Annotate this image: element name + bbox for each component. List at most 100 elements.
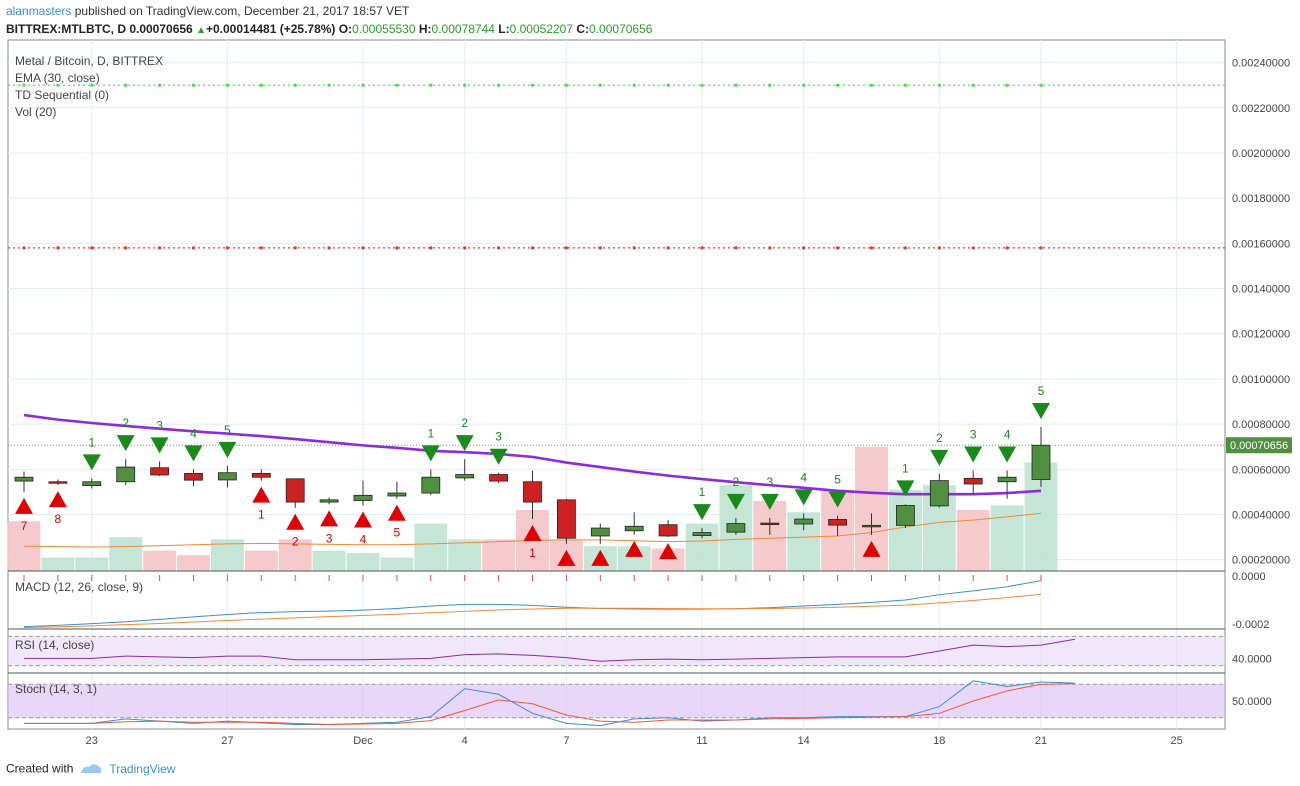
up-arrow-icon: ▲ bbox=[196, 25, 206, 36]
td-buy-triangle bbox=[15, 497, 33, 514]
level-dot bbox=[90, 83, 94, 87]
y-tick-label: 0.00240000 bbox=[1232, 58, 1290, 70]
volume-bar bbox=[346, 552, 380, 571]
tradingview-logo-icon bbox=[79, 761, 103, 778]
level-dot bbox=[564, 246, 569, 250]
td-sell-count: 2 bbox=[461, 416, 468, 430]
td-sell-triangle bbox=[828, 491, 847, 508]
level-dot bbox=[158, 246, 162, 250]
level-dot bbox=[497, 83, 501, 87]
published-text: published on TradingView.com, December 2… bbox=[74, 4, 410, 18]
td-sell-count: 5 bbox=[1038, 384, 1045, 398]
x-tick-label: 7 bbox=[563, 735, 569, 747]
indicator-legend: TD Sequential (0) bbox=[15, 88, 109, 102]
td-sell-triangle bbox=[726, 493, 745, 510]
level-dot bbox=[429, 83, 433, 87]
candle-down bbox=[48, 481, 68, 484]
level-dot bbox=[700, 83, 704, 87]
candle-up bbox=[455, 474, 475, 479]
volume-bar bbox=[278, 539, 312, 571]
candle-up bbox=[862, 524, 881, 528]
level-dot bbox=[497, 246, 501, 250]
candle-up bbox=[997, 476, 1017, 483]
x-tick-label: 23 bbox=[86, 735, 98, 747]
candle-up bbox=[353, 494, 373, 501]
last-price: 0.00070656 bbox=[129, 22, 193, 36]
candle-up bbox=[590, 527, 610, 537]
td-sell-count: 4 bbox=[1004, 427, 1011, 441]
td-buy-triangle bbox=[354, 511, 372, 528]
indicator-legend: EMA (30, close) bbox=[15, 71, 100, 85]
high-label: H: bbox=[418, 22, 432, 36]
level-dot bbox=[124, 246, 128, 250]
candle-up bbox=[82, 481, 102, 486]
td-sell-triangle bbox=[489, 448, 508, 465]
candle-up bbox=[387, 492, 407, 497]
author-link[interactable]: alanmasters bbox=[6, 4, 72, 18]
td-sell-count: 2 bbox=[936, 431, 943, 445]
level-dot bbox=[1005, 246, 1009, 250]
level-dot bbox=[903, 246, 908, 250]
level-dot bbox=[971, 246, 975, 250]
stoch-title: Stoch (14, 3, 1) bbox=[15, 682, 97, 696]
candle-down bbox=[251, 472, 271, 478]
tradingview-link[interactable]: TradingView bbox=[109, 761, 176, 776]
td-buy-count: 5 bbox=[394, 526, 401, 540]
level-dot bbox=[632, 246, 636, 250]
y-tick-label: 0.00160000 bbox=[1232, 238, 1290, 250]
level-dot bbox=[225, 246, 229, 250]
level-dot bbox=[1039, 83, 1043, 87]
volume-bar bbox=[143, 550, 177, 571]
ohlc-line: BITTREX:MTLBTC, D 0.00070656 ▲+0.0001448… bbox=[6, 22, 652, 36]
td-sell-triangle bbox=[150, 437, 169, 454]
level-dot bbox=[530, 83, 535, 87]
td-sell-triangle bbox=[421, 445, 440, 462]
candle-up bbox=[726, 523, 746, 533]
candle-down bbox=[828, 519, 847, 526]
candle-down bbox=[489, 474, 509, 482]
volume-bar bbox=[448, 539, 482, 571]
level-dot bbox=[395, 246, 399, 250]
candle-down bbox=[285, 478, 305, 503]
x-tick-label: 27 bbox=[221, 735, 233, 747]
candle-up bbox=[624, 525, 644, 532]
level-dot bbox=[225, 83, 229, 87]
level-dot bbox=[802, 83, 806, 87]
y-tick-label: 0.00180000 bbox=[1232, 193, 1290, 205]
level-dot bbox=[395, 83, 399, 87]
published-line: alanmasters published on TradingView.com… bbox=[6, 4, 409, 18]
chart-area bbox=[7, 39, 1226, 730]
level-dot bbox=[937, 246, 941, 250]
candle-up bbox=[421, 476, 441, 494]
td-buy-triangle bbox=[591, 549, 610, 566]
td-buy-count: 1 bbox=[258, 508, 265, 522]
td-buy-count: 7 bbox=[21, 519, 28, 533]
level-dot bbox=[259, 83, 263, 87]
x-tick-label: 25 bbox=[1170, 735, 1182, 747]
td-buy-triangle bbox=[523, 525, 542, 542]
level-dot bbox=[463, 246, 467, 250]
level-dot bbox=[1005, 83, 1009, 87]
level-dot bbox=[158, 83, 162, 87]
level-dot bbox=[666, 246, 670, 250]
indicator-legend: Vol (20) bbox=[15, 105, 56, 119]
y-tick-label: 0.00220000 bbox=[1232, 103, 1290, 115]
td-buy-triangle bbox=[387, 504, 406, 521]
macd-series-line bbox=[23, 593, 1042, 629]
td-sell-count: 2 bbox=[733, 475, 740, 489]
td-buy-count: 1 bbox=[529, 546, 536, 560]
td-buy-triangle bbox=[320, 510, 339, 527]
td-sell-count: 1 bbox=[902, 461, 909, 475]
candle-up bbox=[14, 476, 34, 482]
level-dot bbox=[191, 246, 196, 250]
x-tick-label: 18 bbox=[933, 735, 945, 747]
td-sell-count: 3 bbox=[766, 475, 773, 489]
td-sell-count: 5 bbox=[834, 473, 841, 487]
td-sell-count: 3 bbox=[156, 418, 163, 432]
level-dot bbox=[598, 83, 602, 87]
td-sell-triangle bbox=[896, 480, 915, 497]
volume-bar bbox=[753, 500, 787, 571]
td-buy-count: 3 bbox=[326, 531, 333, 545]
open-value: 0.00055530 bbox=[352, 22, 416, 36]
